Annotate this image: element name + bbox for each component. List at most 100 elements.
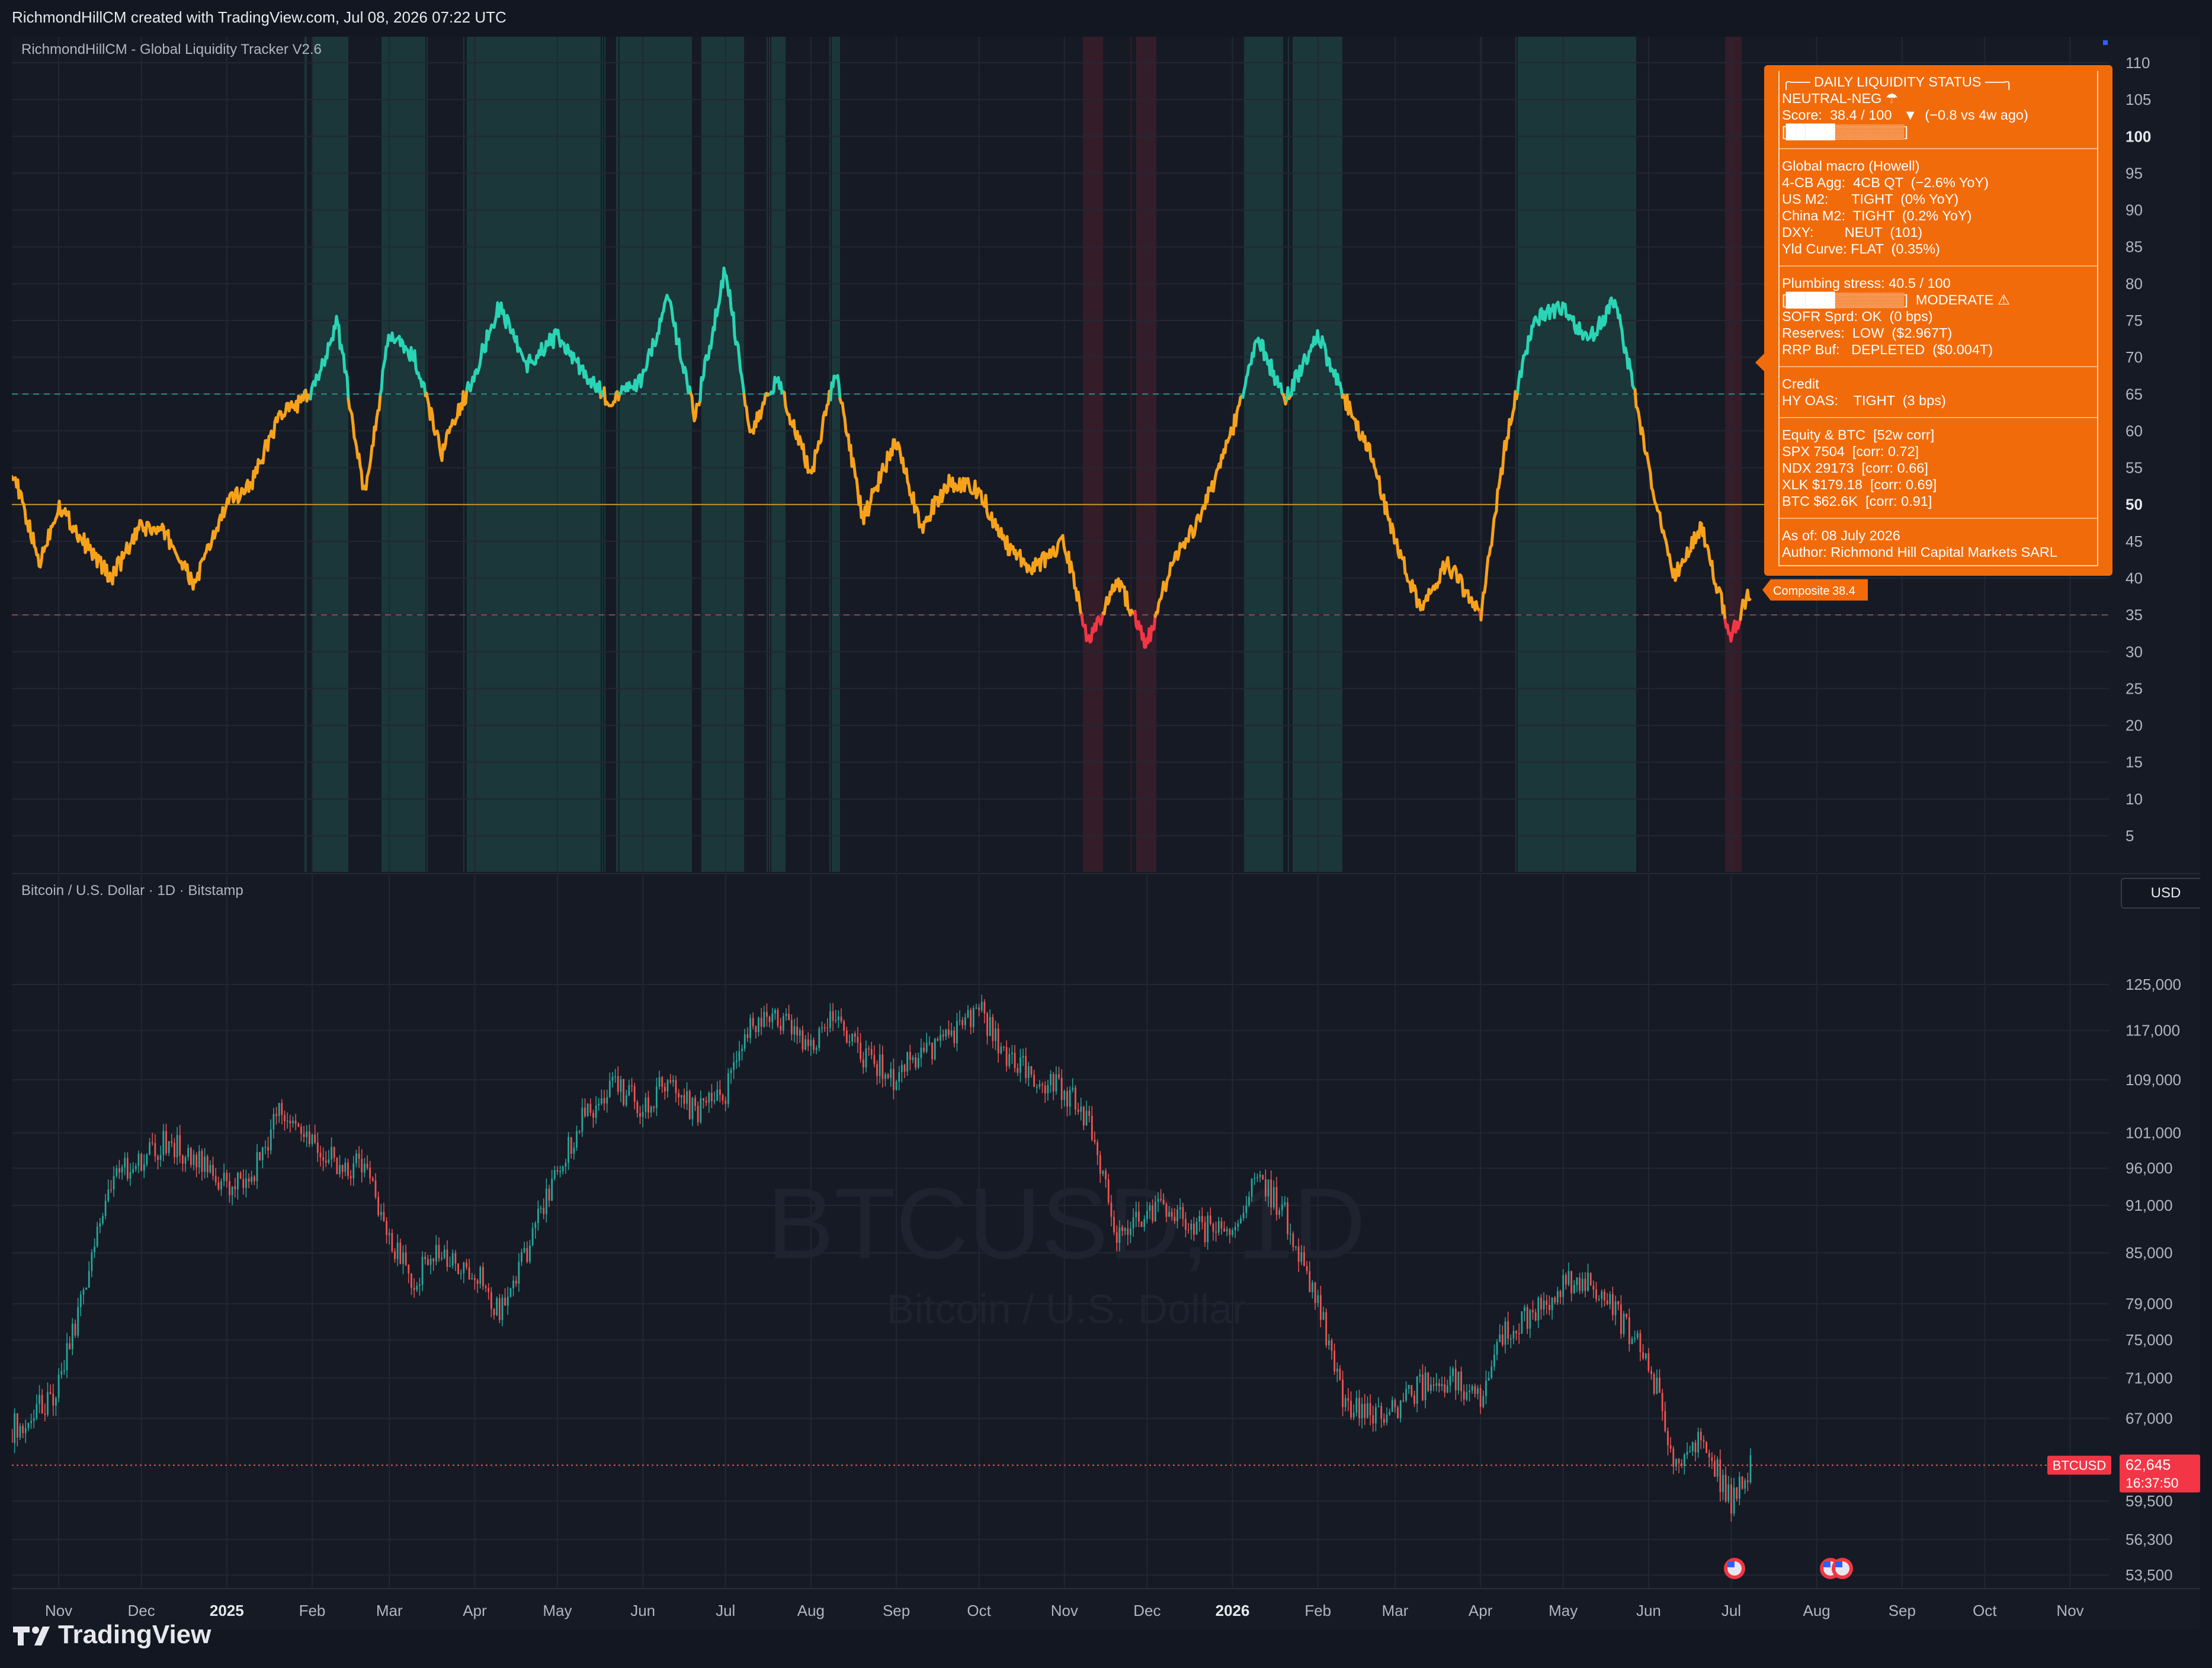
candlestick	[157, 1154, 159, 1170]
composite-line-segment	[639, 376, 644, 389]
chart-frame[interactable]: 110 105 100 95 90 85 80 75 70 65 60 55 50 45 40 35 30 25 2…	[12, 37, 2200, 1630]
candle-body	[942, 1034, 944, 1037]
candlestick	[716, 1081, 719, 1101]
candle-body	[174, 1143, 175, 1157]
candlestick	[1152, 1199, 1154, 1224]
candlestick	[1030, 1066, 1033, 1078]
candle-body	[1289, 1233, 1291, 1235]
candle-body	[950, 1030, 953, 1035]
btc-symbol-title[interactable]: Bitcoin / U.S. Dollar · 1D · Bitstamp	[21, 883, 243, 899]
candle-body	[774, 1010, 776, 1013]
tradingview-logo[interactable]: TradingView	[13, 1617, 211, 1653]
candle-body	[1011, 1053, 1013, 1054]
composite-line-segment	[1038, 556, 1043, 572]
candle-body	[663, 1086, 666, 1092]
candle-body	[719, 1089, 721, 1095]
candlestick	[1661, 1388, 1663, 1421]
last-price-value: 62,645	[2126, 1457, 2171, 1474]
composite-line-segment	[879, 470, 883, 484]
candle-body	[1493, 1355, 1495, 1367]
candle-body	[628, 1085, 630, 1096]
candlestick	[1708, 1449, 1710, 1468]
candlestick	[603, 1090, 605, 1111]
attribution-text: RichmondHillCM created with TradingView.…	[12, 8, 506, 26]
composite-line-segment	[1504, 436, 1509, 451]
composite-line-segment	[1356, 420, 1361, 439]
high-liquidity-zone	[1244, 37, 1283, 872]
composite-line-segment	[413, 349, 418, 370]
candle-body	[691, 1098, 694, 1120]
candlestick	[352, 1156, 355, 1186]
candlestick	[1140, 1221, 1143, 1227]
candle-body	[1094, 1140, 1096, 1143]
composite-line-segment	[1485, 556, 1490, 571]
candlestick	[1474, 1383, 1476, 1398]
candle-body	[488, 1288, 490, 1292]
candle-body	[1521, 1311, 1523, 1334]
candle-body	[1744, 1480, 1746, 1489]
composite-line-segment	[1446, 556, 1451, 570]
candlestick	[36, 1394, 38, 1420]
time-axis-label: Feb	[299, 1602, 326, 1619]
candle-body	[1612, 1294, 1614, 1316]
candlestick	[1138, 1201, 1140, 1227]
candlestick	[171, 1134, 173, 1147]
candlestick	[1047, 1079, 1049, 1101]
candle-body	[1207, 1215, 1209, 1243]
candle-body	[471, 1278, 473, 1279]
composite-line-segment	[841, 401, 845, 415]
liquidity-indicator-title[interactable]: RichmondHillCM - Global Liquidity Tracke…	[21, 41, 322, 57]
composite-line-segment	[1005, 535, 1010, 557]
candlestick	[763, 1005, 765, 1028]
currency-button[interactable]: USD	[2121, 878, 2200, 909]
candlestick	[967, 1005, 969, 1019]
candlestick	[666, 1079, 669, 1098]
candle-body	[1297, 1246, 1300, 1262]
candle-body	[319, 1153, 322, 1158]
watermark-name: Bitcoin / U.S. Dollar	[887, 1286, 1246, 1332]
candlestick	[1471, 1384, 1473, 1394]
candle-body	[1741, 1476, 1743, 1489]
candle-body	[1644, 1353, 1647, 1359]
candlestick	[570, 1137, 572, 1159]
candle-body	[184, 1157, 187, 1164]
candle-body	[468, 1267, 470, 1279]
candlestick	[1543, 1292, 1545, 1316]
candle-body	[201, 1151, 203, 1172]
time-axis[interactable]: Nov Dec 2025 Feb Mar Apr May Jun Jul Aug Sep Oct Nov…	[12, 1587, 2200, 1630]
candle-body	[74, 1323, 76, 1336]
candlestick	[214, 1167, 217, 1186]
candle-body	[328, 1159, 330, 1163]
candlestick	[110, 1180, 112, 1193]
candlestick	[1416, 1376, 1418, 1413]
candle-body	[1372, 1415, 1374, 1424]
candle-body	[868, 1048, 870, 1050]
candle-body	[94, 1246, 95, 1253]
candlestick	[1262, 1175, 1264, 1181]
candle-body	[380, 1212, 382, 1215]
candle-body	[388, 1233, 390, 1235]
candlestick	[319, 1146, 322, 1167]
candle-body	[325, 1160, 327, 1163]
candlestick	[217, 1176, 220, 1191]
candlestick	[650, 1105, 652, 1118]
candle-body	[1749, 1455, 1752, 1483]
candle-body	[1430, 1384, 1432, 1391]
candle-body	[1165, 1204, 1168, 1217]
candlestick	[195, 1152, 198, 1178]
candle-body	[768, 1016, 771, 1022]
candle-body	[658, 1077, 661, 1087]
candlestick	[363, 1157, 366, 1178]
candle-body	[248, 1178, 250, 1182]
candle-body	[989, 1016, 991, 1036]
candlestick	[52, 1384, 55, 1416]
candlestick	[294, 1114, 297, 1131]
time-axis-label: Jul	[1721, 1602, 1741, 1619]
composite-line-segment	[762, 392, 767, 406]
candlestick	[1620, 1295, 1622, 1339]
price-axis-tick: 96,000	[2126, 1159, 2173, 1177]
candlestick	[336, 1157, 338, 1175]
candle-body	[1482, 1396, 1485, 1407]
candlestick	[1691, 1441, 1694, 1457]
